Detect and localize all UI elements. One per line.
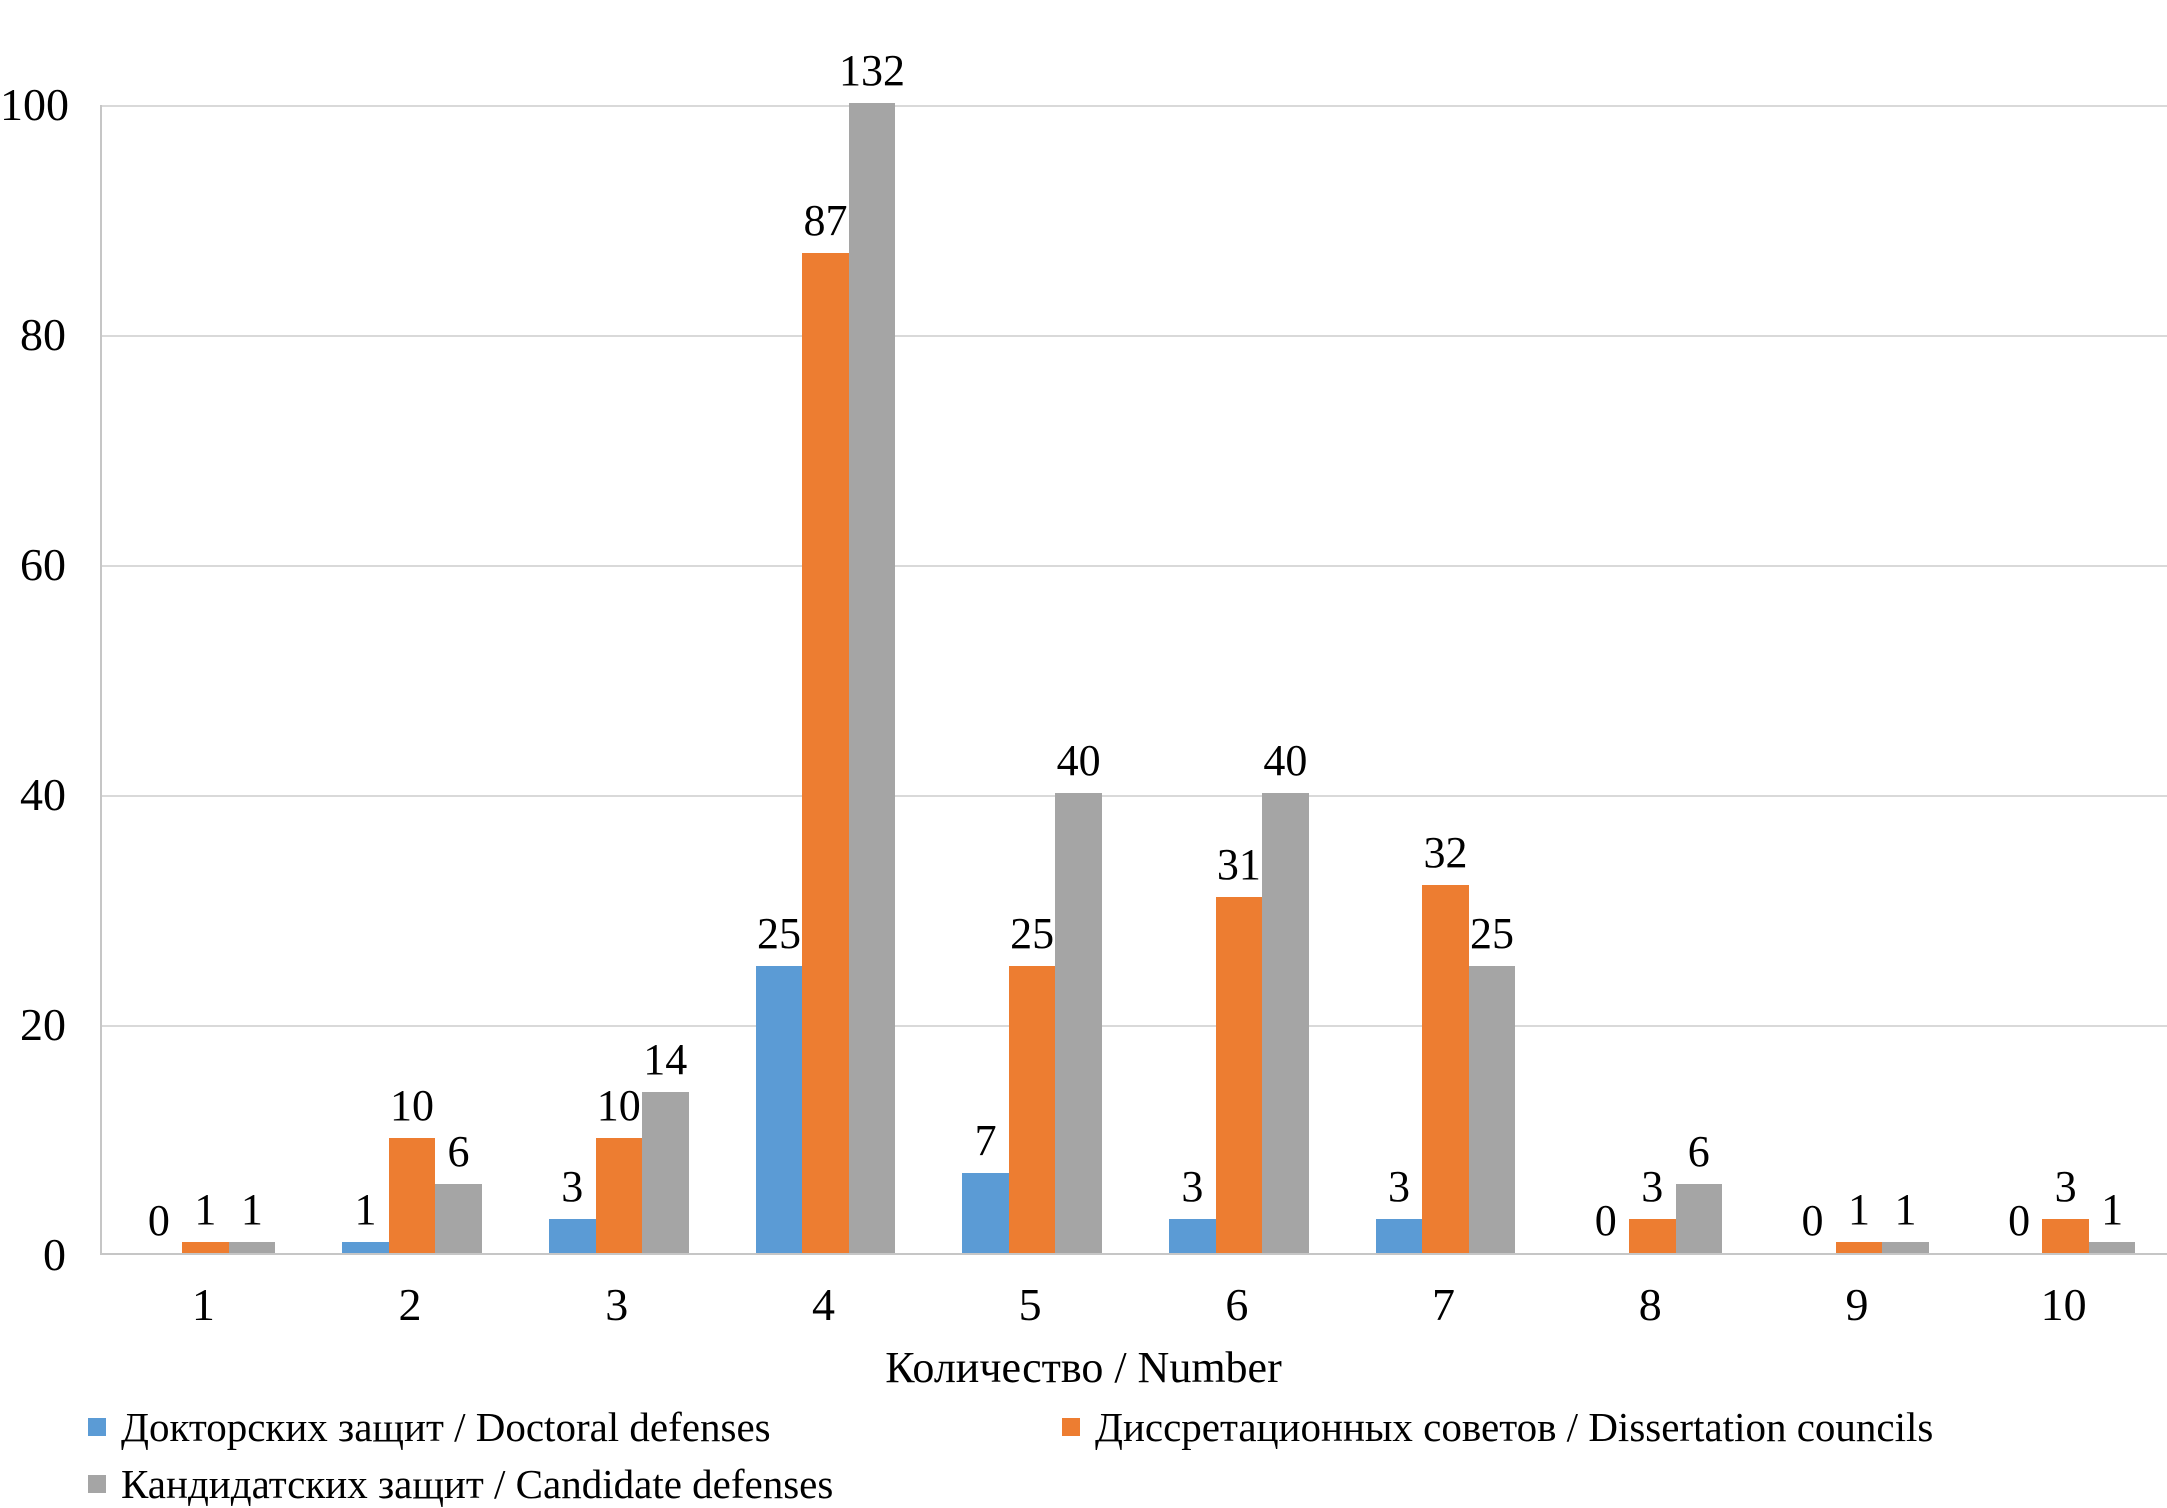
bar-series3-cat4 (848, 103, 896, 1253)
bar-series2-cat3 (595, 1138, 642, 1253)
bar-series1-cat7 (1375, 1218, 1423, 1253)
data-label-series2-cat1: 1 (194, 1184, 217, 1234)
y-tick-label-100: 100 (0, 79, 69, 130)
y-tick-label-80: 80 (20, 309, 66, 360)
x-tick-label-4: 4 (811, 1279, 835, 1330)
data-label-series3-cat8: 6 (1687, 1127, 1710, 1176)
bar-series1-cat3 (549, 1218, 596, 1253)
x-tick-label-8: 8 (1638, 1279, 1662, 1330)
legend-item-series1: Докторских защит / Doctoral defenses (88, 1398, 771, 1455)
bar-series1-cat5 (962, 1172, 1009, 1253)
legend-item-series3: Кандидатских защит / Candidate defenses (88, 1455, 833, 1508)
gridline-80 (102, 335, 2167, 337)
bar-series3-cat3 (642, 1092, 689, 1253)
data-label-series2-cat2: 10 (390, 1081, 435, 1130)
data-label-series3-cat6: 40 (1263, 736, 1308, 785)
data-label-series1-cat10: 0 (2008, 1196, 2031, 1245)
bar-series3-cat5 (1055, 793, 1102, 1253)
data-label-series2-cat4: 87 (803, 195, 848, 245)
bar-series2-cat5 (1008, 965, 1056, 1253)
y-tick-label-0: 0 (43, 1229, 66, 1280)
bar-series2-cat1 (182, 1241, 229, 1253)
bar-series1-cat4 (755, 965, 803, 1253)
legend-swatch-icon (88, 1417, 106, 1436)
data-label-series3-cat1: 1 (240, 1184, 263, 1234)
bar-series3-cat7 (1468, 965, 1516, 1253)
data-label-series3-cat4: 132 (838, 46, 905, 95)
data-label-series3-cat9: 1 (1894, 1184, 1917, 1234)
gridline-60 (102, 565, 2167, 567)
gridline-20 (102, 1025, 2167, 1027)
data-label-series1-cat9: 0 (1801, 1196, 1824, 1245)
legend-label: Диссретационных советов / Dissertation c… (1095, 1403, 1934, 1450)
x-tick-label-1: 1 (191, 1279, 215, 1330)
data-label-series2-cat8: 3 (1641, 1161, 1664, 1211)
bar-series3-cat9 (1882, 1241, 1929, 1253)
x-axis-title: Количество / Number (885, 1343, 1282, 1392)
bar-series2-cat6 (1215, 896, 1263, 1253)
data-label-series1-cat4: 25 (756, 908, 801, 958)
x-tick-label-2: 2 (398, 1279, 422, 1330)
bar-series3-cat6 (1262, 793, 1309, 1253)
y-tick-label-40: 40 (20, 769, 66, 820)
x-tick-label-9: 9 (1845, 1279, 1869, 1330)
bar-series2-cat2 (388, 1138, 436, 1253)
legend-swatch-icon (1062, 1417, 1080, 1436)
data-label-series1-cat7: 3 (1388, 1161, 1411, 1211)
x-tick-label-6: 6 (1225, 1279, 1249, 1330)
data-label-series2-cat3: 10 (596, 1081, 641, 1130)
data-label-series3-cat3: 14 (643, 1035, 688, 1084)
data-label-series2-cat7: 32 (1423, 828, 1468, 877)
data-label-series3-cat2: 6 (447, 1127, 470, 1176)
plot-area: 0 1 1 1 10 6 3 10 14 25 87 132 7 25 40 3 31 40 3 32 25 0 3 6 0 1 1… (100, 47, 2167, 1255)
legend-label: Докторских защит / Doctoral defenses (121, 1403, 771, 1450)
bar-series3-cat1 (228, 1241, 276, 1253)
data-label-series1-cat6: 3 (1181, 1161, 1204, 1211)
data-label-series2-cat6: 31 (1216, 839, 1261, 889)
data-label-series1-cat8: 0 (1594, 1196, 1617, 1245)
x-tick-label-3: 3 (605, 1279, 629, 1330)
gridline-100 (102, 105, 2167, 107)
data-label-series2-cat9: 1 (1847, 1184, 1870, 1234)
data-label-series1-cat1: 0 (147, 1196, 170, 1245)
data-label-series1-cat3: 3 (561, 1161, 584, 1211)
bar-series1-cat6 (1169, 1218, 1216, 1253)
data-label-series3-cat5: 40 (1056, 736, 1101, 785)
legend-swatch-icon (88, 1474, 106, 1493)
data-label-series3-cat10: 1 (2101, 1184, 2124, 1234)
y-tick-label-20: 20 (20, 999, 66, 1050)
data-label-series3-cat7: 25 (1470, 908, 1515, 958)
bar-series2-cat10 (2042, 1218, 2089, 1253)
bar-series2-cat8 (1629, 1218, 1676, 1253)
bar-series3-cat8 (1675, 1184, 1722, 1253)
x-tick-label-7: 7 (1432, 1279, 1456, 1330)
bar-series1-cat2 (342, 1241, 389, 1253)
legend-item-series2: Диссретационных советов / Dissertation c… (1062, 1398, 1933, 1455)
gridline-40 (102, 795, 2167, 797)
data-label-series2-cat10: 3 (2054, 1161, 2077, 1211)
x-tick-label-10: 10 (2040, 1279, 2087, 1330)
data-label-series1-cat5: 7 (974, 1115, 997, 1165)
bar-series2-cat7 (1422, 885, 1469, 1253)
data-label-series1-cat2: 1 (354, 1184, 377, 1234)
y-tick-label-60: 60 (20, 539, 66, 590)
bar-series3-cat10 (2088, 1241, 2136, 1253)
bar-series3-cat2 (435, 1184, 482, 1253)
data-label-series2-cat5: 25 (1010, 908, 1055, 958)
bar-series2-cat4 (802, 252, 849, 1253)
x-tick-label-5: 5 (1018, 1279, 1042, 1330)
legend-label: Кандидатских защит / Candidate defenses (121, 1460, 834, 1507)
bar-series2-cat9 (1835, 1241, 1883, 1253)
